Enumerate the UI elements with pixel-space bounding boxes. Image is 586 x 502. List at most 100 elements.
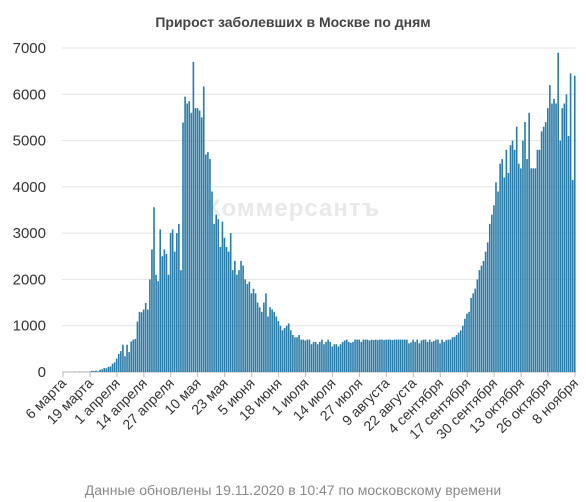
bar xyxy=(331,346,334,372)
bar xyxy=(107,366,110,372)
bar xyxy=(161,256,164,372)
bar xyxy=(352,341,354,372)
bar xyxy=(343,340,346,372)
bar xyxy=(128,352,130,372)
bar xyxy=(443,341,445,372)
bar xyxy=(366,339,369,372)
bar xyxy=(258,307,261,372)
bar xyxy=(142,309,145,372)
bar xyxy=(408,343,410,372)
bar xyxy=(418,343,421,372)
bar xyxy=(198,110,201,373)
bar xyxy=(155,274,157,372)
bar xyxy=(130,341,133,372)
bar xyxy=(356,339,358,372)
bar xyxy=(377,340,379,372)
bar xyxy=(497,191,499,372)
bar xyxy=(149,279,151,372)
bar xyxy=(563,103,566,372)
bar xyxy=(238,270,240,372)
bar xyxy=(534,168,537,372)
y-tick-label: 7000 xyxy=(13,40,46,57)
bar xyxy=(491,214,493,372)
bar xyxy=(480,265,483,372)
bar xyxy=(553,98,555,372)
bar xyxy=(370,339,373,372)
bar xyxy=(532,168,535,372)
bar xyxy=(513,149,516,372)
bar xyxy=(159,229,162,372)
bar xyxy=(470,297,472,372)
bar xyxy=(321,339,323,372)
bar xyxy=(248,281,251,372)
bar xyxy=(169,233,172,372)
bar xyxy=(178,223,180,372)
bar xyxy=(219,247,222,372)
bar xyxy=(540,131,543,372)
bar xyxy=(111,363,114,372)
bar xyxy=(190,112,193,373)
bar xyxy=(406,339,408,372)
bar xyxy=(180,270,182,372)
y-axis: 0 1000 2000 3000 4000 5000 6000 7000 xyxy=(13,40,46,381)
bar xyxy=(387,339,390,372)
bar xyxy=(571,179,574,372)
bar xyxy=(319,341,321,372)
bar xyxy=(374,339,377,372)
bar xyxy=(348,341,350,372)
bar xyxy=(482,260,485,372)
bar xyxy=(308,339,311,372)
bar xyxy=(462,325,464,372)
bar xyxy=(99,369,101,372)
bar xyxy=(399,339,402,372)
watermark: Коммерсантъ xyxy=(206,195,380,222)
bar xyxy=(430,341,433,372)
bar xyxy=(428,339,431,372)
bar xyxy=(520,168,522,372)
bar xyxy=(157,281,159,372)
bar xyxy=(451,337,454,372)
bar xyxy=(383,340,385,372)
bar xyxy=(544,122,547,372)
bar xyxy=(515,126,518,372)
bar xyxy=(435,339,437,372)
bar xyxy=(231,270,234,372)
bar xyxy=(209,159,211,372)
bar xyxy=(126,344,128,372)
bar xyxy=(561,108,564,373)
bar xyxy=(184,96,186,372)
bar xyxy=(559,140,562,372)
bar xyxy=(122,344,124,372)
bar xyxy=(244,279,247,372)
bar xyxy=(289,330,292,372)
bar xyxy=(279,325,282,372)
bar xyxy=(200,117,203,373)
y-tick-label: 4000 xyxy=(13,179,46,196)
bar xyxy=(437,339,439,372)
bar xyxy=(91,370,93,372)
bar xyxy=(312,341,315,372)
bar xyxy=(441,339,443,372)
bar xyxy=(254,293,257,372)
bar xyxy=(171,229,174,372)
bar xyxy=(511,140,514,372)
bar xyxy=(335,344,338,372)
bar xyxy=(109,366,112,372)
bar xyxy=(304,340,307,372)
bar xyxy=(517,163,520,372)
bar xyxy=(507,172,510,372)
bar xyxy=(207,152,209,372)
bar xyxy=(167,274,170,372)
bar xyxy=(488,223,491,372)
bar xyxy=(368,340,371,372)
bar xyxy=(113,362,116,372)
bar xyxy=(503,177,506,372)
bar xyxy=(283,328,286,372)
bar xyxy=(173,251,176,372)
bar xyxy=(422,339,425,372)
bar xyxy=(140,312,143,372)
bar xyxy=(536,149,539,372)
bar xyxy=(302,339,305,372)
bar xyxy=(333,344,336,372)
bar xyxy=(273,311,276,372)
